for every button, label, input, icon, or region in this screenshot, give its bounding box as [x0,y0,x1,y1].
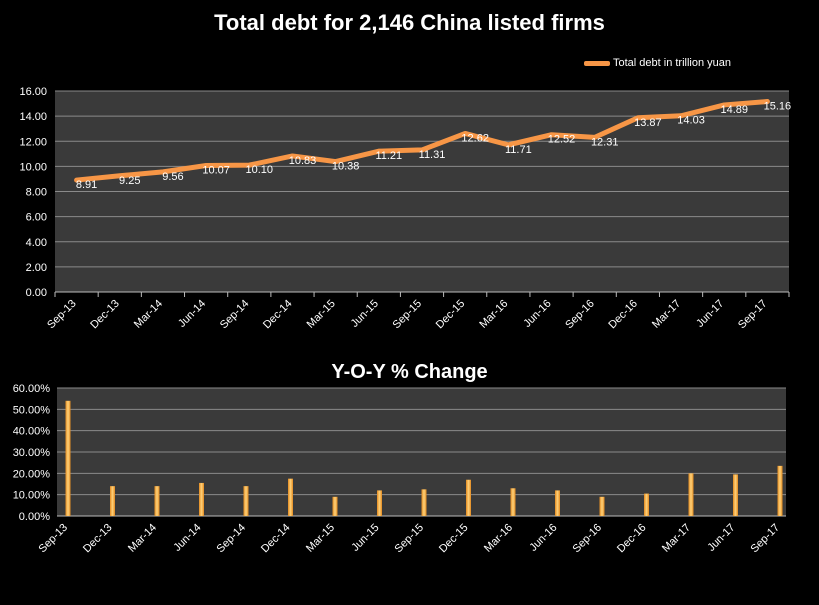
x-tick-label: Sep-14 [215,522,249,556]
x-tick-label: Mar-15 [305,298,338,331]
bar [243,486,249,516]
data-label: 11.21 [375,150,402,162]
x-tick-label: Jun-14 [171,522,203,554]
bar [65,400,71,516]
data-label: 11.71 [505,144,532,156]
bar [466,479,471,516]
y-tick-label: 10.00% [13,490,51,502]
data-label: 10.83 [289,155,317,167]
x-tick-label: Mar-17 [660,522,693,555]
y-tick-label: 8.00 [26,187,47,199]
x-tick-label: Sep-14 [218,298,252,332]
y-tick-label: 2.00 [26,262,47,274]
bar [599,496,605,516]
y-tick-label: 0.00% [19,511,50,523]
x-tick-label: Sep-13 [37,522,71,556]
bar [688,473,694,516]
y-tick-label: 50.00% [13,404,51,416]
x-tick-label: Dec-13 [81,522,115,556]
bar [644,493,649,516]
x-tick-label: Sep-15 [391,298,425,332]
y-tick-label: 16.00 [19,86,47,98]
x-tick-label: Mar-14 [126,522,159,555]
x-tick-label: Mar-16 [482,522,515,555]
bar [733,474,738,516]
data-label: 9.56 [162,171,183,183]
x-tick-label: Jun-16 [527,522,559,554]
y-tick-label: 0.00 [26,287,47,299]
bar [777,465,783,516]
bar [555,490,560,516]
x-tick-label: Dec-16 [615,522,649,556]
x-tick-label: Dec-14 [261,298,295,332]
bar [377,490,382,516]
data-label: 12.52 [548,134,576,146]
y-tick-label: 10.00 [19,161,47,173]
data-label: 9.25 [119,175,140,187]
bar [510,488,516,516]
bar [288,478,293,516]
x-tick-label: Dec-13 [88,298,122,332]
x-tick-label: Sep-17 [736,298,770,332]
y-tick-label: 4.00 [26,237,47,249]
y-tick-label: 40.00% [13,426,51,438]
legend-label: Total debt in trillion yuan [613,57,732,69]
legend-line-swatch [584,60,610,66]
bar [110,486,115,516]
x-tick-label: Mar-17 [650,298,683,331]
data-label: 10.10 [246,164,274,176]
y-tick-label: 30.00% [13,447,51,459]
data-label: 12.31 [591,136,619,148]
x-tick-label: Jun-15 [349,298,381,330]
x-tick-label: Dec-16 [606,298,640,332]
x-tick-label: Sep-16 [571,522,605,556]
y-tick-label: 60.00% [13,383,51,395]
x-tick-label: Mar-14 [132,298,165,331]
y-tick-label: 6.00 [26,212,47,224]
data-label: 12.62 [461,132,489,144]
x-tick-label: Sep-15 [393,522,427,556]
line-chart: 0.00 2.00 4.00 6.00 8.00 10.00 12.00 14.00 16.00… [19,86,791,331]
x-tick-label: Sep-13 [45,298,79,332]
y-tick-label: 14.00 [19,111,47,123]
bar [154,486,160,516]
x-tick-label: Dec-14 [259,522,293,556]
chart-title-yoy: Y-O-Y % Change [331,361,488,383]
legend: Total debt in trillion yuan [584,57,731,69]
data-label: 14.89 [720,104,748,116]
x-tick-label: Jun-17 [705,522,737,554]
x-tick-label: Sep-17 [749,522,783,556]
data-label: 10.38 [332,161,360,173]
x-tick-label: Jun-15 [349,522,381,554]
x-tick-label: Dec-15 [437,522,471,556]
series-line [74,99,770,183]
data-label: 11.31 [419,149,446,161]
data-label: 8.91 [76,179,97,191]
x-tick-label: Jun-17 [694,298,726,330]
y-tick-label: 20.00% [13,468,51,480]
bar [199,482,204,516]
bar [421,489,427,516]
data-label: 15.16 [764,101,792,113]
chart-title-total-debt: Total debt for 2,146 China listed firms [214,10,605,35]
x-tick-label: Mar-15 [304,522,337,555]
y-tick-label: 12.00 [19,136,47,148]
x-tick-label: Sep-16 [563,298,597,332]
bar [332,496,338,516]
data-label: 14.03 [677,115,705,127]
x-tick-label: Dec-15 [434,298,468,332]
x-tick-label: Mar-16 [477,298,510,331]
x-tick-label: Jun-16 [521,298,553,330]
x-tick-label: Jun-14 [176,298,208,330]
data-label: 13.87 [634,117,662,129]
bar-chart: 0.00% 10.00% 20.00% 30.00% 40.00% 50.00% 60.00… [13,383,786,555]
data-label: 10.07 [202,164,230,176]
